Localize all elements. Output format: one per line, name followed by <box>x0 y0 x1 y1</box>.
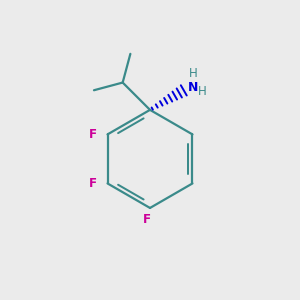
Text: F: F <box>89 177 97 190</box>
Text: N: N <box>188 81 199 94</box>
Text: F: F <box>89 128 97 141</box>
Text: H: H <box>189 67 198 80</box>
Text: H: H <box>198 85 207 98</box>
Text: F: F <box>143 213 151 226</box>
